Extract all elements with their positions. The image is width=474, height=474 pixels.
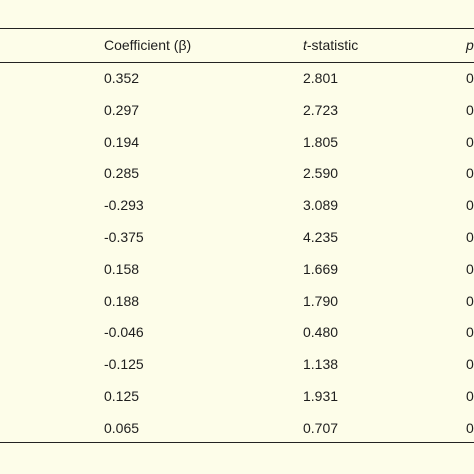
p-value-cell: 0 xyxy=(466,356,474,372)
coefficient-cell: 0.285 xyxy=(104,165,140,181)
bottom-rule xyxy=(0,442,474,443)
p-value-cell: 0 xyxy=(466,261,474,277)
coefficient-cell: -0.293 xyxy=(104,197,144,213)
coefficient-cell: 0.194 xyxy=(104,134,140,150)
coefficient-cell: 0.125 xyxy=(104,388,140,404)
header-coefficient: Coefficient (β) xyxy=(104,37,192,53)
t-statistic-cell: 1.138 xyxy=(303,356,339,372)
p-value-cell: 0 xyxy=(466,388,474,404)
top-rule xyxy=(0,28,474,29)
t-statistic-cell: 2.590 xyxy=(303,165,339,181)
header-p-value: p xyxy=(466,37,474,53)
t-statistic-cell: 0.480 xyxy=(303,324,339,340)
header-t-letter: t xyxy=(303,37,307,53)
coefficient-cell: 0.188 xyxy=(104,293,140,309)
p-value-cell: 0 xyxy=(466,165,474,181)
t-statistic-cell: 1.805 xyxy=(303,134,339,150)
p-value-cell: 0 xyxy=(466,420,474,436)
coefficient-cell: 0.158 xyxy=(104,261,140,277)
p-value-cell: 0 xyxy=(466,324,474,340)
t-statistic-cell: 3.089 xyxy=(303,197,339,213)
t-statistic-cell: 1.931 xyxy=(303,388,339,404)
p-value-cell: 0 xyxy=(466,229,474,245)
p-value-cell: 0 xyxy=(466,197,474,213)
header-rule xyxy=(0,62,474,63)
coefficient-cell: 0.297 xyxy=(104,102,140,118)
t-statistic-cell: 2.723 xyxy=(303,102,339,118)
p-value-cell: 0 xyxy=(466,134,474,150)
p-value-cell: 0 xyxy=(466,70,474,86)
p-value-cell: 0 xyxy=(466,293,474,309)
coefficient-cell: 0.065 xyxy=(104,420,140,436)
coefficient-cell: -0.375 xyxy=(104,229,144,245)
header-t-suffix: -statistic xyxy=(306,37,359,53)
t-statistic-cell: 1.790 xyxy=(303,293,339,309)
p-value-cell: 0 xyxy=(466,102,474,118)
t-statistic-cell: 0.707 xyxy=(303,420,339,436)
coefficient-cell: -0.125 xyxy=(104,356,144,372)
coefficient-cell: 0.352 xyxy=(104,70,140,86)
coefficient-cell: -0.046 xyxy=(104,324,144,340)
t-statistic-cell: 1.669 xyxy=(303,261,339,277)
t-statistic-cell: 2.801 xyxy=(303,70,339,86)
t-statistic-cell: 4.235 xyxy=(303,229,339,245)
header-t-statistic: t-statistic xyxy=(303,37,358,53)
